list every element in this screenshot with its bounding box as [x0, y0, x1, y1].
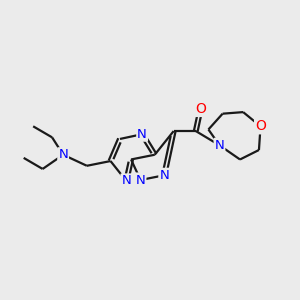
Text: O: O [255, 119, 266, 133]
Text: N: N [159, 169, 169, 182]
Text: N: N [137, 128, 147, 141]
Text: N: N [136, 173, 146, 187]
Text: O: O [195, 102, 206, 116]
Text: N: N [58, 148, 68, 161]
Text: N: N [214, 139, 224, 152]
Text: N: N [122, 174, 131, 188]
